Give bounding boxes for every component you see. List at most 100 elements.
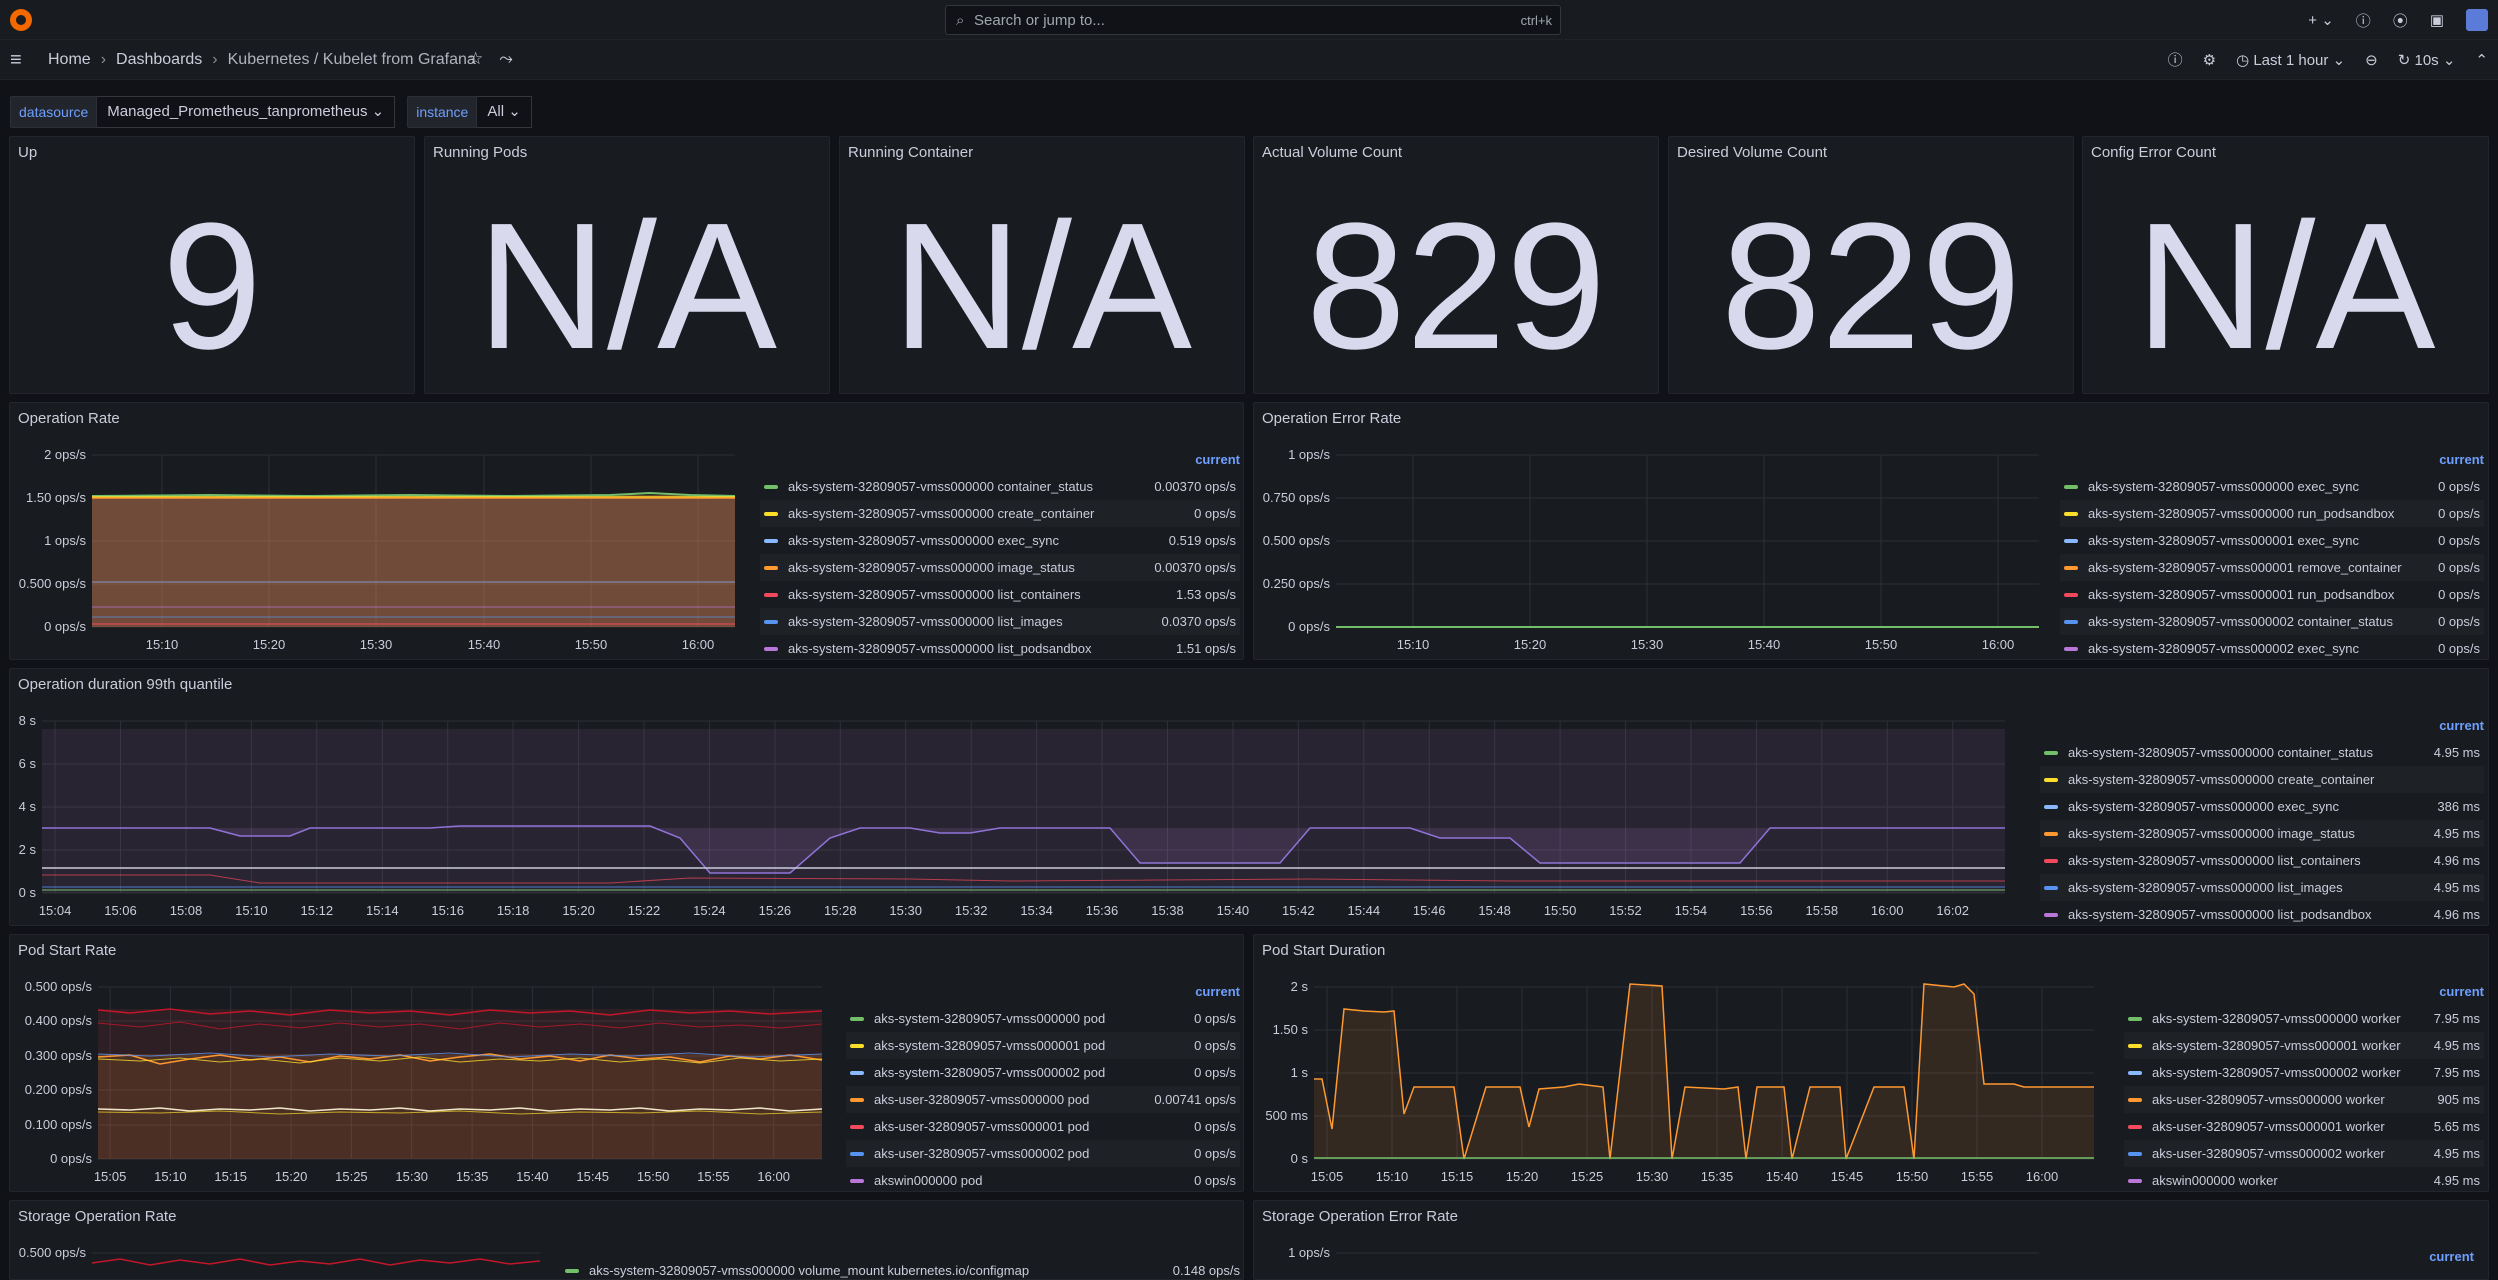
legend-swatch [2064, 538, 2078, 543]
panel-pod-start-rate[interactable]: Pod Start Rate 0.500 ops/s 0.400 ops/s 0… [9, 934, 1244, 1192]
legend-row[interactable]: aks-system-32809057-vmss000001 run_podsa… [2060, 581, 2484, 608]
legend-row[interactable]: aks-system-32809057-vmss000000 create_co… [760, 500, 1240, 527]
stat-panel-running-container[interactable]: Running Container N/A [839, 136, 1245, 394]
legend-row[interactable]: aks-user-32809057-vmss000000 worker 905 m… [2124, 1086, 2484, 1113]
operation-error-rate-graph[interactable]: 1 ops/s 0.750 ops/s 0.500 ops/s 0.250 op… [1254, 437, 2044, 660]
operation-rate-graph[interactable]: 2 ops/s 1.50 ops/s 1 ops/s 0.500 ops/s 0… [10, 437, 750, 660]
legend-row: aks-system-32809057-vmss000000 volume_mo… [565, 1263, 1240, 1278]
share-icon[interactable]: ⤳ [499, 49, 513, 68]
stat-panel-config-error-count[interactable]: Config Error Count N/A [2082, 136, 2489, 394]
legend-row[interactable]: aks-system-32809057-vmss000000 pod 0 ops/… [846, 1005, 1240, 1032]
pod-start-duration-graph[interactable]: 2 s 1.50 s 1 s 500 ms 0 s 15:05 15:10 15:1… [1254, 969, 2104, 1192]
panel-storage-operation-error-rate[interactable]: Storage Operation Error Rate 1 ops/s cur… [1253, 1200, 2489, 1280]
legend-series-value: 0 ops/s [2438, 614, 2480, 629]
panel-operation-duration[interactable]: Operation duration 99th quantile 8 s 6 s… [9, 668, 2489, 926]
settings-gear-icon[interactable]: ⚙ [2202, 51, 2217, 69]
legend-row[interactable]: aks-system-32809057-vmss000000 list_pods… [760, 635, 1240, 659]
stat-panel-up[interactable]: Up 9 [9, 136, 415, 394]
news-feed-icon[interactable]: ⦿ [2392, 12, 2408, 30]
help-icon[interactable]: ⓘ [2355, 12, 2371, 30]
pod-start-rate-graph[interactable]: 0.500 ops/s 0.400 ops/s 0.300 ops/s 0.20… [10, 969, 840, 1192]
legend-row[interactable]: aks-system-32809057-vmss000000 list_cont… [2040, 847, 2484, 874]
y-tick: 0 s [19, 885, 37, 900]
stat-panel-actual-volume-count[interactable]: Actual Volume Count 829 [1253, 136, 1659, 394]
storage-operation-error-rate-graph[interactable]: 1 ops/s [1254, 1235, 2044, 1280]
storage-operation-rate-graph[interactable]: 0.500 ops/s [10, 1235, 550, 1280]
legend-row[interactable]: aks-system-32809057-vmss000000 exec_sync… [2040, 793, 2484, 820]
legend-row[interactable]: aks-system-32809057-vmss000000 list_imag… [760, 608, 1240, 635]
legend-header[interactable]: current [1195, 452, 1240, 467]
legend-row[interactable]: aks-system-32809057-vmss000000 exec_sync… [760, 527, 1240, 554]
legend-row[interactable]: akswin000000 pod 0 ops/s [846, 1167, 1240, 1191]
menu-icon[interactable]: ≡ [10, 49, 22, 71]
legend-row[interactable]: akswin000000 worker 4.95 ms [2124, 1167, 2484, 1191]
legend-row[interactable]: aks-system-32809057-vmss000000 exec_sync… [2060, 473, 2484, 500]
new-plus-icon[interactable]: + ⌄ [2308, 12, 2334, 29]
legend-series-value: 4.95 ms [2433, 880, 2480, 895]
legend-row[interactable]: aks-system-32809057-vmss000001 pod 0 ops/… [846, 1032, 1240, 1059]
legend-row[interactable]: aks-user-32809057-vmss000001 worker 5.65 … [2124, 1113, 2484, 1140]
legend-row[interactable]: aks-user-32809057-vmss000000 pod 0.00741 … [846, 1086, 1240, 1113]
legend-series-value: 0.00370 ops/s [1154, 479, 1236, 494]
legend-header[interactable]: current [1195, 984, 1240, 999]
dock-icon[interactable]: ▣ [2429, 12, 2444, 29]
legend-series-value: 0 ops/s [2438, 560, 2480, 575]
time-picker[interactable]: ◷ Last 1 hour ⌄ [2236, 51, 2346, 69]
collapse-chevron-up-icon[interactable]: ⌃ [2475, 51, 2488, 69]
zoom-out-icon[interactable]: ⊖ [2365, 51, 2378, 69]
refresh-picker[interactable]: ↻ 10s ⌄ [2397, 51, 2456, 69]
legend-swatch [850, 1070, 864, 1075]
panel-operation-error-rate[interactable]: Operation Error Rate 1 ops/s 0.750 ops/s… [1253, 402, 2489, 660]
panel-pod-start-duration[interactable]: Pod Start Duration 2 s 1.50 s 1 s 500 ms… [1253, 934, 2489, 1192]
legend-row[interactable]: aks-system-32809057-vmss000000 container… [2040, 739, 2484, 766]
legend-row[interactable]: aks-system-32809057-vmss000000 list_pods… [2040, 901, 2484, 925]
legend-row[interactable]: aks-system-32809057-vmss000000 container… [760, 473, 1240, 500]
panel-operation-rate[interactable]: Operation Rate 2 ops/s 1.50 ops/s 1 ops/… [9, 402, 1244, 660]
legend-row[interactable]: aks-system-32809057-vmss000001 remove_co… [2060, 554, 2484, 581]
breadcrumb-dashboards[interactable]: Dashboards [116, 51, 203, 68]
legend-row[interactable]: aks-user-32809057-vmss000001 pod 0 ops/s [846, 1113, 1240, 1140]
legend-series-value: 0 ops/s [2438, 479, 2480, 494]
legend-header[interactable]: current [2439, 984, 2484, 999]
legend-row[interactable]: aks-system-32809057-vmss000000 image_sta… [760, 554, 1240, 581]
stat-panel-running-pods[interactable]: Running Pods N/A [424, 136, 830, 394]
legend-row[interactable]: aks-system-32809057-vmss000001 worker 4.9… [2124, 1032, 2484, 1059]
legend-row[interactable]: aks-user-32809057-vmss000002 pod 0 ops/s [846, 1140, 1240, 1167]
legend-swatch [850, 1043, 864, 1048]
legend-row[interactable]: aks-system-32809057-vmss000000 list_cont… [760, 581, 1240, 608]
legend-row[interactable]: aks-system-32809057-vmss000002 pod 0 ops/… [846, 1059, 1240, 1086]
x-tick: 15:34 [1020, 903, 1053, 918]
legend-row[interactable]: aks-system-32809057-vmss000002 exec_sync… [2060, 635, 2484, 659]
legend-row[interactable]: aks-system-32809057-vmss000000 create_co… [2040, 766, 2484, 793]
legend-row[interactable]: aks-system-32809057-vmss000002 container… [2060, 608, 2484, 635]
legend-header[interactable]: current [2439, 718, 2484, 733]
panel-storage-operation-rate[interactable]: Storage Operation Rate 0.500 ops/s aks-s… [9, 1200, 1244, 1280]
legend-series-value: 7.95 ms [2433, 1011, 2480, 1026]
legend-row[interactable]: aks-system-32809057-vmss000002 worker 7.9… [2124, 1059, 2484, 1086]
legend-swatch [850, 1151, 864, 1156]
legend-row[interactable]: aks-system-32809057-vmss000001 exec_sync… [2060, 527, 2484, 554]
breadcrumb-home[interactable]: Home [48, 51, 91, 68]
search-bar[interactable]: ⌕ Search or jump to... ctrl+k [945, 5, 1561, 35]
star-icon[interactable]: ☆ [468, 49, 484, 68]
legend-series-name: aks-user-32809057-vmss000000 worker [2152, 1092, 2385, 1107]
legend-series-value: 7.95 ms [2433, 1065, 2480, 1080]
x-tick: 16:00 [2026, 1169, 2059, 1184]
legend-row[interactable]: aks-user-32809057-vmss000002 worker 4.95 … [2124, 1140, 2484, 1167]
legend-row[interactable]: aks-system-32809057-vmss000000 image_sta… [2040, 820, 2484, 847]
legend-swatch [2128, 1178, 2142, 1183]
legend-header[interactable]: current [2439, 452, 2484, 467]
legend-row[interactable]: aks-system-32809057-vmss000000 worker 7.9… [2124, 1005, 2484, 1032]
stat-value: N/A [476, 186, 778, 387]
variable-select-datasource[interactable]: Managed_Prometheus_tanprometheus ⌄ [97, 96, 396, 128]
legend-series-name: aks-system-32809057-vmss000002 exec_sync [2088, 641, 2359, 656]
x-tick: 15:46 [1413, 903, 1446, 918]
variable-select-instance[interactable]: All ⌄ [477, 96, 532, 128]
avatar[interactable] [2466, 9, 2488, 31]
legend-row[interactable]: aks-system-32809057-vmss000000 list_imag… [2040, 874, 2484, 901]
stat-panel-desired-volume-count[interactable]: Desired Volume Count 829 [1668, 136, 2074, 394]
operation-duration-graph[interactable]: 8 s 6 s 4 s 2 s 0 s 15:04 15:06 15:08 15:10… [10, 703, 2040, 926]
info-icon[interactable]: ⓘ [2167, 52, 2183, 69]
legend-row[interactable]: aks-system-32809057-vmss000000 run_podsa… [2060, 500, 2484, 527]
grafana-logo-icon[interactable] [10, 9, 32, 31]
